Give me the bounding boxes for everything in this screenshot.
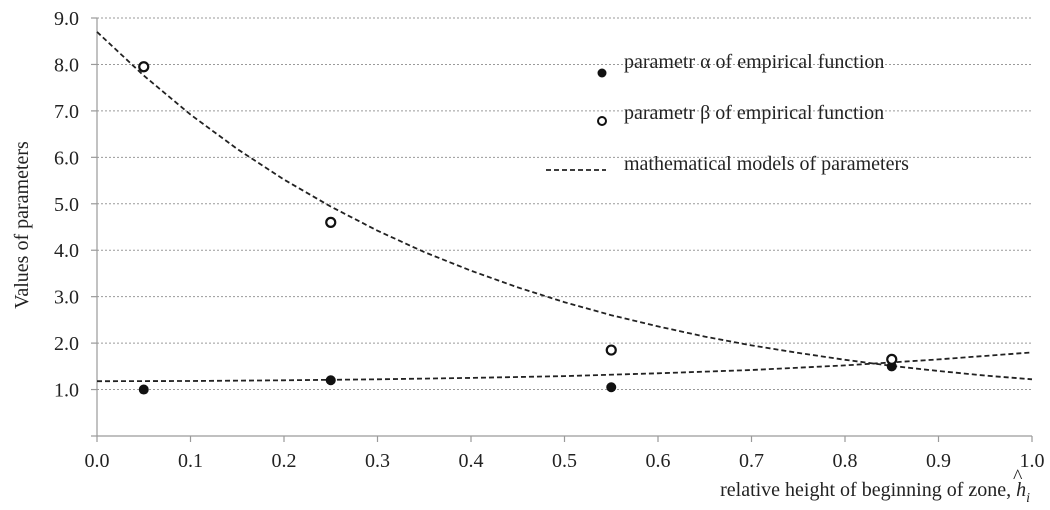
gridlines <box>97 17 1032 391</box>
x-tick-label: 0.8 <box>833 450 858 472</box>
y-tick-label: 7.0 <box>54 101 79 123</box>
legend-marker-beta <box>597 116 607 126</box>
y-tick-label: 2.0 <box>54 333 79 355</box>
legend-marker-alpha <box>597 68 607 78</box>
point-alpha <box>138 384 149 395</box>
y-axis-title: Values of parameters <box>11 141 33 309</box>
legend-label-alpha: parametr α of empirical function <box>624 51 884 73</box>
point-alpha <box>325 375 336 386</box>
point-beta <box>886 353 898 365</box>
y-tick-label: 5.0 <box>54 194 79 216</box>
point-beta <box>138 61 150 73</box>
x-axis-title: relative height of beginning of zone, hi <box>720 479 1030 506</box>
y-tick-label: 9.0 <box>54 8 79 30</box>
x-tick-label: 0.0 <box>85 450 110 472</box>
x-axis-title-hat: ^ <box>1013 466 1023 488</box>
x-axis-title-text: relative height of beginning of zone, <box>720 479 1016 501</box>
x-tick-label: 0.2 <box>272 450 297 472</box>
model-curves <box>96 31 1033 383</box>
x-tick-label: 0.7 <box>739 450 764 472</box>
x-tick-label: 0.3 <box>365 450 390 472</box>
x-tick-label: 0.9 <box>926 450 951 472</box>
y-tick-label: 4.0 <box>54 240 79 262</box>
x-tick-label: 0.5 <box>552 450 577 472</box>
x-tick-label: 0.1 <box>178 450 203 472</box>
model-curve-1 <box>96 31 1033 381</box>
legend-label-beta: parametr β of empirical function <box>624 102 884 124</box>
legend: parametr α of empirical function paramet… <box>546 51 909 175</box>
data-points <box>138 61 898 395</box>
point-alpha <box>606 382 617 393</box>
y-tick-label: 8.0 <box>54 54 79 76</box>
x-axis-title-subscript: i <box>1026 491 1030 506</box>
model-curve-2 <box>96 351 1033 383</box>
x-axis-title-symbol: h <box>1016 479 1026 501</box>
y-tick-label: 3.0 <box>54 287 79 309</box>
point-beta <box>325 216 337 228</box>
y-tick-label: 1.0 <box>54 380 79 402</box>
x-tick-label: 0.4 <box>459 450 484 472</box>
x-tick-label: 1.0 <box>1020 450 1045 472</box>
point-beta <box>605 344 617 356</box>
tick-labels: 1.0 2.0 3.0 4.0 5.0 6.0 7.0 8.0 9.0 0.0 0.1 0.2 0.3 0… <box>54 8 1045 472</box>
legend-label-model: mathematical models of parameters <box>624 153 909 175</box>
x-tick-label: 0.6 <box>646 450 671 472</box>
y-tick-label: 6.0 <box>54 147 79 169</box>
axes <box>91 17 1033 442</box>
